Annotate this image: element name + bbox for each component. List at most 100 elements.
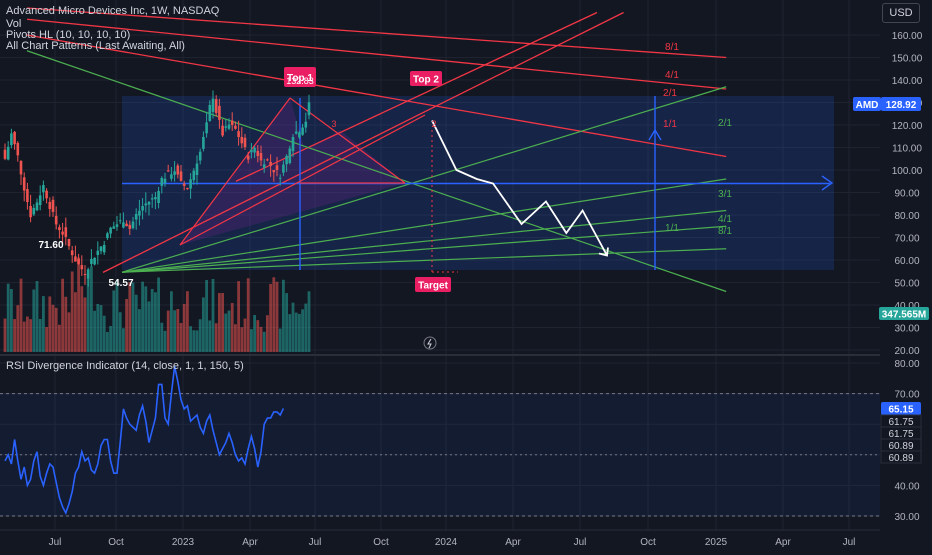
volume-bar xyxy=(118,312,122,352)
rsi-level-text: 60.89 xyxy=(888,441,913,452)
candle-body xyxy=(115,224,119,227)
candle-body xyxy=(179,171,183,181)
volume-bar xyxy=(163,330,167,352)
rsi-tick-label: 80.00 xyxy=(894,359,919,370)
volume-bar xyxy=(179,323,183,352)
rsi-value-badge xyxy=(881,402,921,415)
pattern-line xyxy=(179,114,426,246)
volume-bar xyxy=(259,326,263,352)
candle-body xyxy=(118,220,122,222)
candle-body xyxy=(141,206,144,211)
volume-bar xyxy=(262,331,266,352)
x-tick-label: 2023 xyxy=(172,537,195,548)
candle-body xyxy=(266,159,269,161)
candle-body xyxy=(278,177,282,179)
candle-body xyxy=(211,98,215,112)
volume-bar xyxy=(93,310,96,352)
volume-bar xyxy=(35,281,39,352)
candle-body xyxy=(70,250,74,256)
resistance-line xyxy=(26,18,727,90)
volume-bar xyxy=(282,279,285,352)
rsi-level-text: 61.75 xyxy=(888,417,913,428)
candle-body xyxy=(282,164,285,173)
volume-bar xyxy=(288,314,292,352)
volume-bar xyxy=(160,322,164,352)
volume-bar xyxy=(275,281,279,352)
volume-bar xyxy=(90,266,93,352)
top2-tag xyxy=(410,71,442,86)
fan-label: 8/1 xyxy=(718,226,732,237)
candle-body xyxy=(128,224,132,229)
volume-bar xyxy=(45,327,48,352)
x-tick-label: Oct xyxy=(108,537,124,548)
pivots-legend: Pivots HL (10, 10, 10, 10) xyxy=(6,29,131,41)
volume-bar xyxy=(237,281,240,352)
volume-bar xyxy=(304,303,308,352)
candle-body xyxy=(42,185,45,193)
volume-bar xyxy=(205,279,208,352)
volume-bar xyxy=(115,280,119,352)
candle-body xyxy=(150,198,154,200)
fan-label: 8/1 xyxy=(665,42,679,53)
candle-body xyxy=(224,126,228,128)
rsi-level-box xyxy=(880,450,922,464)
pivot-high-label: 71.60 xyxy=(38,240,63,251)
x-tick-label: Jul xyxy=(49,537,62,548)
volume-bar xyxy=(221,293,224,352)
volume-bar xyxy=(102,315,106,352)
volume-bar xyxy=(208,320,212,352)
volume-bar xyxy=(234,324,237,352)
top2-tag-text: Top 2 xyxy=(413,75,439,86)
volume-bar xyxy=(154,292,157,352)
volume-bar xyxy=(16,305,20,352)
volume-bar xyxy=(131,282,135,352)
candle-body xyxy=(227,124,231,129)
support-line xyxy=(121,225,727,273)
candle-body xyxy=(16,142,20,156)
currency-button[interactable]: USD xyxy=(882,3,920,23)
candle-body xyxy=(182,183,186,186)
candle-body xyxy=(275,165,279,170)
x-tick-label: Jul xyxy=(843,537,856,548)
fan-label: 1/1 xyxy=(665,223,679,234)
candle-body xyxy=(246,155,250,160)
y-tick-label: 150.00 xyxy=(892,54,923,65)
rsi-level-text: 61.75 xyxy=(888,429,913,440)
candle-body xyxy=(61,231,64,235)
volume-bar xyxy=(77,257,80,352)
volume-bar xyxy=(70,271,74,352)
candle-body xyxy=(74,256,77,262)
price-badge xyxy=(881,97,921,111)
y-tick-label: 40.00 xyxy=(894,301,919,312)
volume-bar xyxy=(240,327,244,352)
volume-bar xyxy=(86,273,90,352)
volume-bar xyxy=(29,319,32,352)
ticker-badge xyxy=(853,97,881,111)
volume-bar xyxy=(48,296,52,352)
fan-label: 2/1 xyxy=(718,118,732,129)
volume-bar xyxy=(211,278,215,352)
candle-body xyxy=(125,223,128,227)
x-tick-label: Jul xyxy=(574,537,587,548)
measure-arrow xyxy=(821,175,834,191)
volume-bar xyxy=(96,303,100,352)
candle-body xyxy=(218,105,221,120)
candle-body xyxy=(230,120,234,126)
y-tick-label: 80.00 xyxy=(894,211,919,222)
projection-path xyxy=(431,120,608,256)
candle-body xyxy=(154,196,157,200)
volume-bar xyxy=(128,282,132,352)
volume-bar xyxy=(253,315,256,352)
pivot-low-label: 54.57 xyxy=(108,278,133,289)
candle-body xyxy=(109,227,112,234)
symbol-title: Advanced Micro Devices Inc, 1W, NASDAQ xyxy=(6,5,220,17)
candle-body xyxy=(10,133,13,146)
pattern-fill xyxy=(180,98,405,245)
candle-body xyxy=(250,149,253,153)
volume-bar xyxy=(214,323,218,352)
support-line xyxy=(26,50,727,293)
projection-arrow xyxy=(598,247,609,257)
candle-body xyxy=(80,265,84,270)
